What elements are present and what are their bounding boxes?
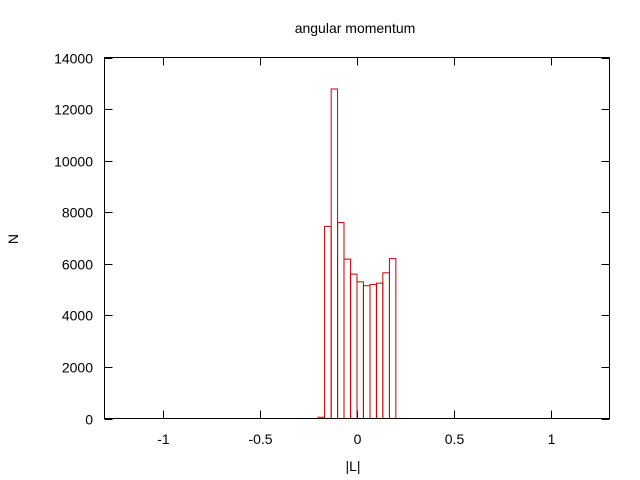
chart-title: angular momentum: [295, 20, 416, 36]
y-axis-label: N: [5, 234, 21, 244]
y-tick-label: 4000: [62, 308, 93, 324]
histogram-bar: [369, 283, 377, 419]
histogram-bar: [362, 285, 371, 420]
x-tick-label: -1: [157, 431, 170, 447]
y-tick-label: 0: [85, 412, 93, 428]
histogram-bar: [337, 222, 345, 419]
plot-frame: [104, 57, 610, 419]
y-tick-label: 10000: [54, 154, 93, 170]
y-tick-label: 6000: [62, 257, 93, 273]
x-axis-label: |L|: [345, 458, 360, 474]
x-tick-label: 0.5: [445, 431, 465, 447]
x-tick-label: -0.5: [248, 431, 272, 447]
y-axis-ticks: 0 2000 4000 6000 8000 10000 12000 14000: [54, 51, 610, 428]
y-tick-label: 14000: [54, 51, 93, 67]
histogram-bar: [388, 258, 397, 419]
histogram-bar: [375, 282, 384, 419]
histogram-bar: [356, 281, 364, 420]
x-tick-label: 1: [548, 431, 556, 447]
histogram-bar: [382, 272, 390, 419]
y-tick-label: 8000: [62, 205, 93, 221]
histogram-bar: [350, 273, 358, 419]
x-tick-label: 0: [354, 431, 362, 447]
x-axis-ticks: -1 -0.5 0 0.5 1: [157, 57, 556, 447]
histogram-bar: [343, 258, 352, 419]
histogram-bars: [317, 88, 397, 420]
histogram-bar: [330, 88, 339, 420]
histogram-bar: [324, 225, 332, 419]
y-tick-label: 12000: [54, 102, 93, 118]
y-tick-label: 2000: [62, 360, 93, 376]
